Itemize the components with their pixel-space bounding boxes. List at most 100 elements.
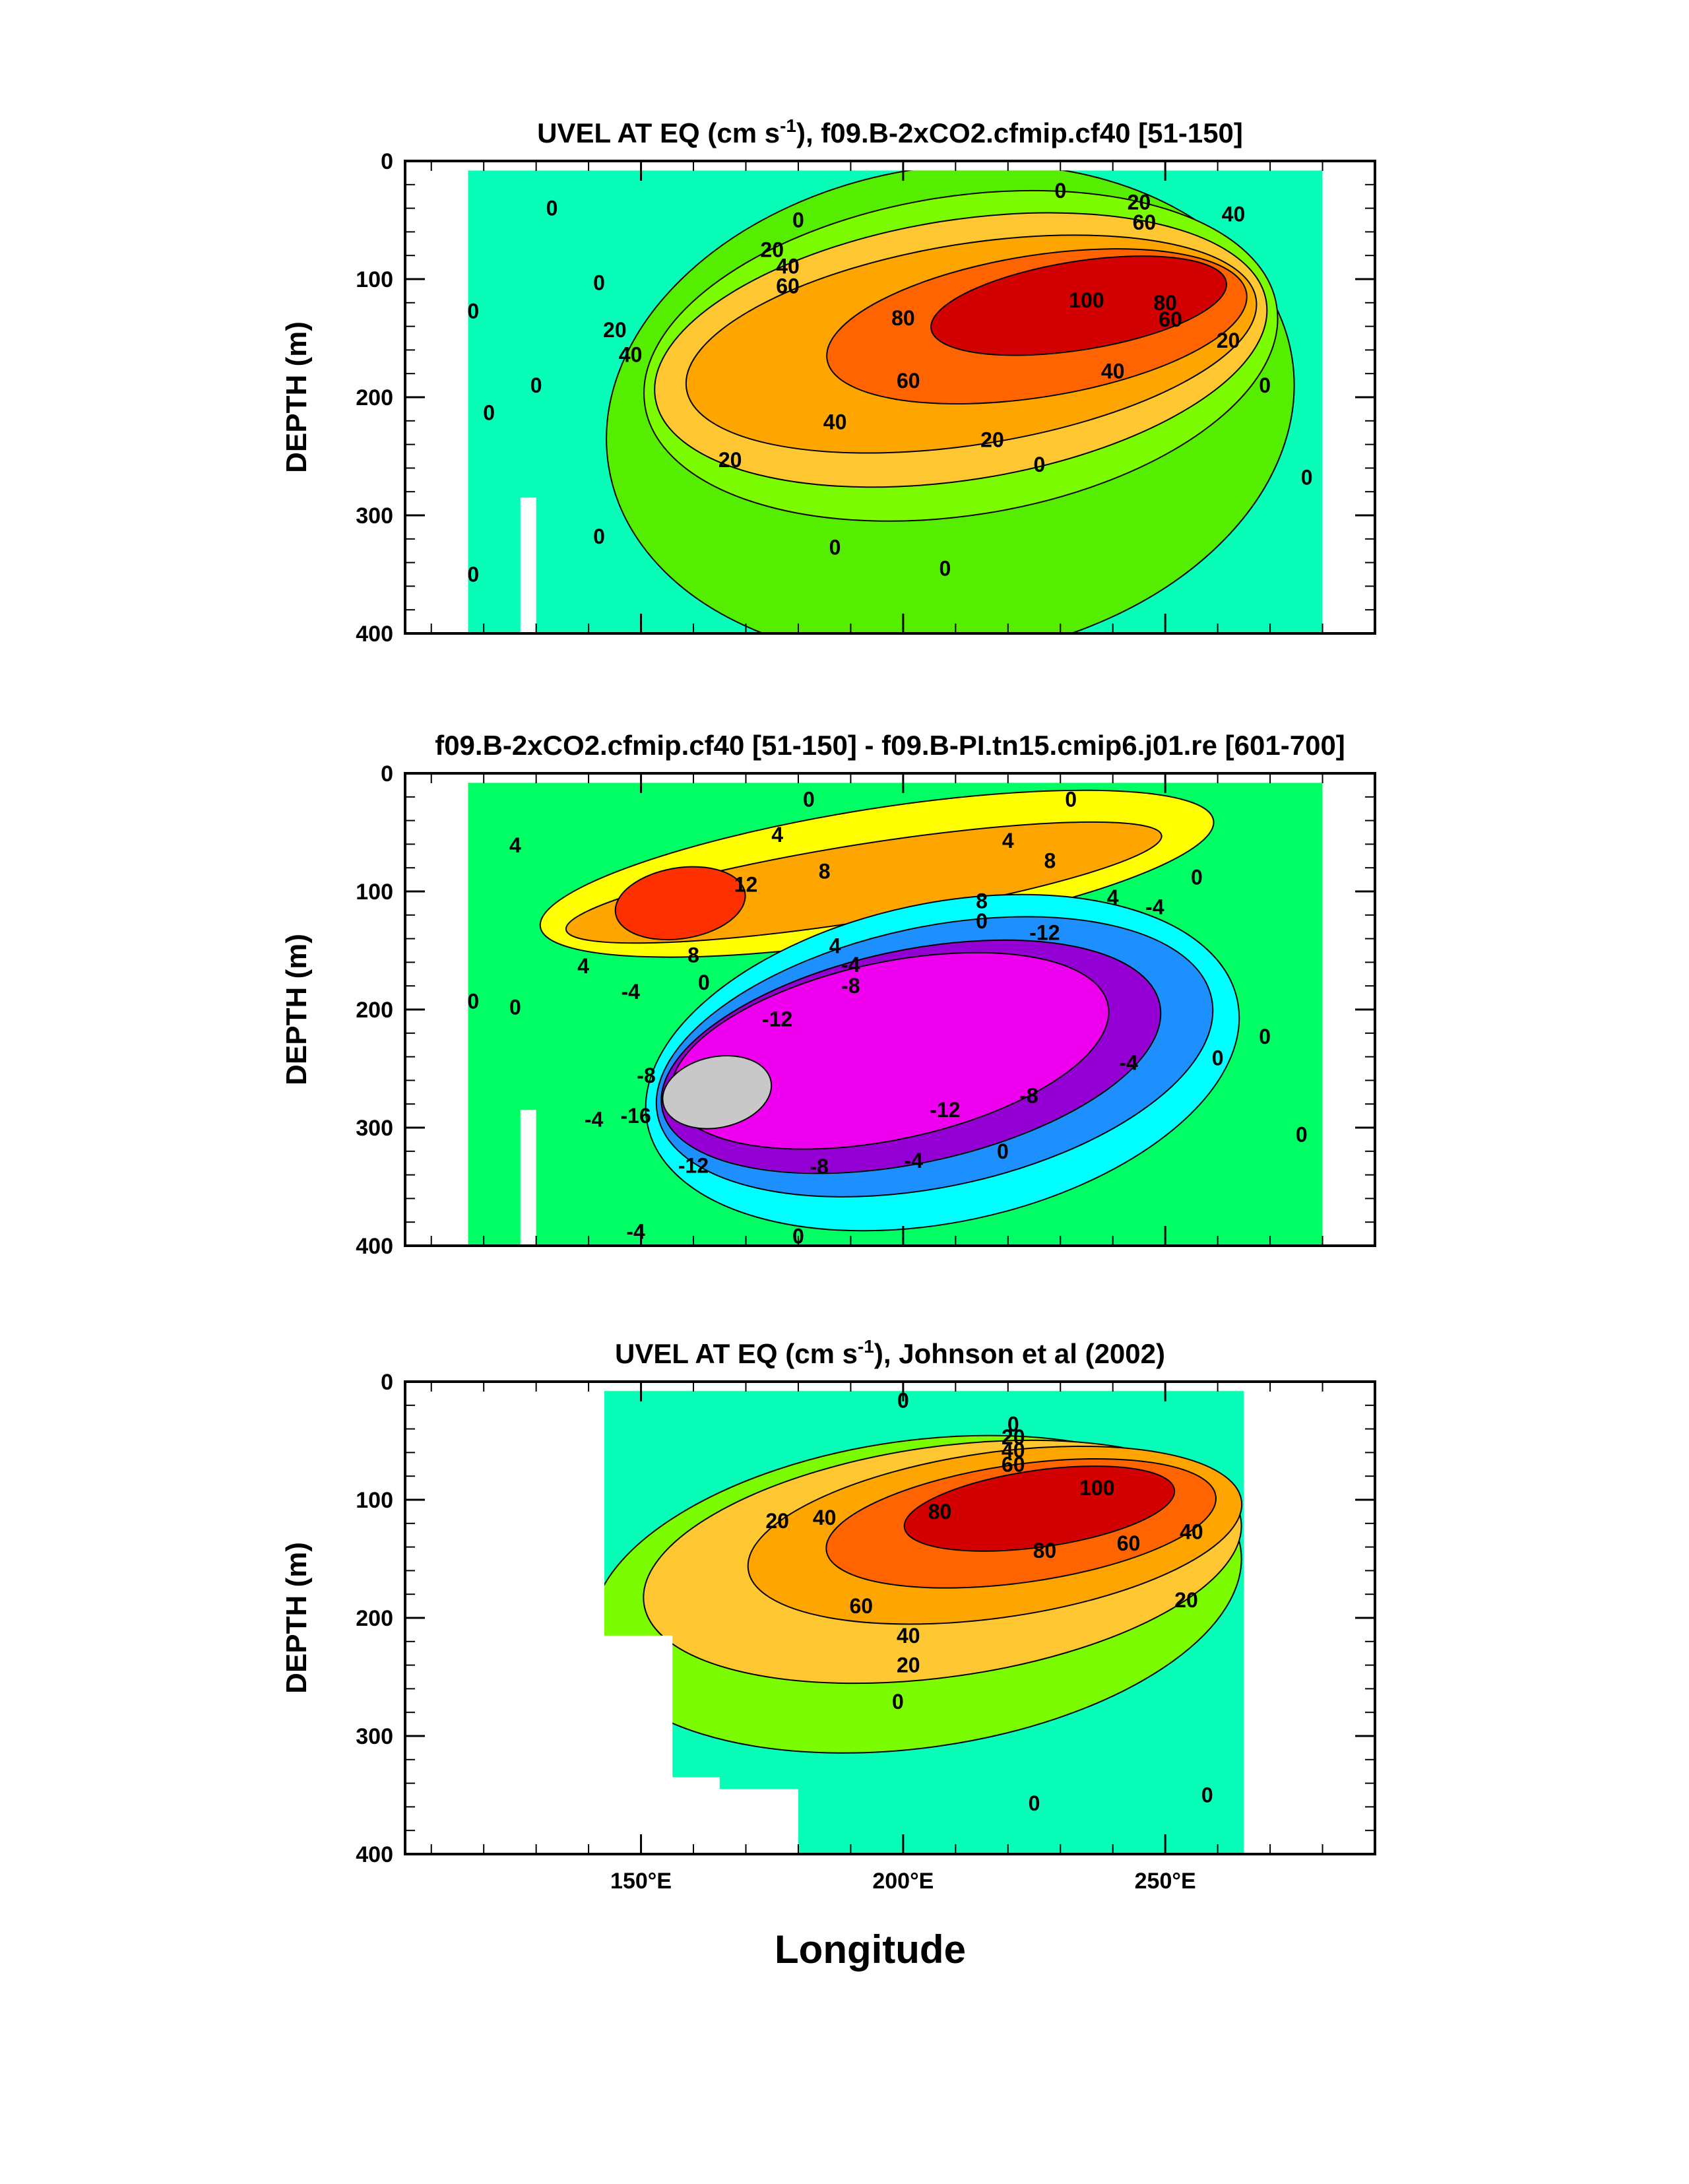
land-mask-island bbox=[520, 498, 536, 633]
contour-label: 100 bbox=[1079, 1476, 1114, 1500]
contour-label: 20 bbox=[765, 1509, 789, 1533]
contour-label: 4 bbox=[1107, 885, 1119, 909]
contour-label: 4 bbox=[577, 954, 589, 978]
y-tick-label: 300 bbox=[356, 1724, 393, 1749]
contour-label: 40 bbox=[1222, 203, 1246, 226]
contour-label: 20 bbox=[718, 448, 742, 472]
contour-label: 0 bbox=[1259, 373, 1271, 397]
y-tick-label: 100 bbox=[356, 267, 393, 292]
contour-label: 20 bbox=[603, 318, 627, 342]
contour-label: 8 bbox=[976, 889, 988, 913]
contour-label: 0 bbox=[892, 1690, 904, 1714]
contour-band-100 bbox=[930, 255, 1227, 356]
contour-label: 0 bbox=[1191, 866, 1203, 889]
contour-label: 0 bbox=[546, 197, 558, 220]
contour-label: 40 bbox=[776, 254, 800, 278]
contour-label: 0 bbox=[1065, 787, 1077, 811]
contour-label: 0 bbox=[1301, 466, 1313, 490]
panel-title: UVEL AT EQ (cm s-1), Johnson et al (2002… bbox=[615, 1336, 1165, 1369]
panel-title: UVEL AT EQ (cm s-1), f09.B-2xCO2.cfmip.c… bbox=[537, 115, 1243, 148]
contour-label: 20 bbox=[980, 428, 1004, 451]
contour-label: 0 bbox=[467, 989, 479, 1013]
contour-label: -8 bbox=[637, 1064, 655, 1087]
y-tick-label: 300 bbox=[356, 1116, 393, 1141]
x-axis-label: Longitude bbox=[775, 1927, 966, 1972]
contour-label: -8 bbox=[1019, 1084, 1038, 1108]
contour-label: 40 bbox=[1101, 360, 1125, 383]
y-axis-label: DEPTH (m) bbox=[280, 321, 313, 473]
contour-label: 0 bbox=[792, 209, 804, 232]
contour-label: 0 bbox=[467, 299, 479, 323]
x-tick-label: 150°E bbox=[610, 1869, 672, 1894]
contour-band-12 bbox=[614, 866, 746, 941]
contour-label: 20 bbox=[897, 1654, 920, 1677]
contour-label: 60 bbox=[1117, 1531, 1141, 1555]
contour-label: -4 bbox=[621, 980, 640, 1004]
contour-label: 12 bbox=[734, 872, 758, 896]
contour-label: 80 bbox=[1153, 291, 1177, 315]
contour-label: -8 bbox=[810, 1155, 829, 1178]
contour-label: 0 bbox=[829, 535, 841, 559]
contour-label: 8 bbox=[819, 860, 831, 883]
contour-label: 0 bbox=[509, 995, 521, 1019]
surface-gap bbox=[405, 773, 1375, 783]
contour-label: 0 bbox=[1007, 1412, 1019, 1436]
contour-label: 60 bbox=[897, 369, 920, 393]
contour-label: -4 bbox=[1145, 895, 1164, 918]
y-tick-label: 100 bbox=[356, 880, 393, 905]
contour-label: 60 bbox=[850, 1594, 874, 1618]
y-tick-label: 0 bbox=[381, 761, 393, 787]
contour-label: 60 bbox=[1002, 1452, 1025, 1476]
y-tick-label: 200 bbox=[356, 1606, 393, 1631]
contour-label: 0 bbox=[1054, 179, 1066, 203]
x-tick-label: 200°E bbox=[872, 1869, 934, 1894]
contour-label: 0 bbox=[1029, 1791, 1040, 1815]
contour-band-100 bbox=[903, 1465, 1176, 1552]
no-data-mask bbox=[405, 1382, 798, 1854]
y-tick-label: 0 bbox=[381, 149, 393, 174]
contour-label: 0 bbox=[1212, 1046, 1224, 1070]
contour-label: 8 bbox=[687, 944, 699, 967]
contour-label: -8 bbox=[841, 974, 860, 998]
x-tick-label: 250°E bbox=[1135, 1869, 1196, 1894]
contour-label: 4 bbox=[509, 833, 521, 857]
contour-label: 0 bbox=[530, 373, 542, 397]
contour-label: 0 bbox=[940, 557, 951, 581]
contour-label: 60 bbox=[776, 274, 800, 298]
y-tick-label: 400 bbox=[356, 1842, 393, 1867]
contour-label: 40 bbox=[1180, 1520, 1203, 1543]
contour-label: 0 bbox=[483, 401, 495, 424]
y-tick-label: 100 bbox=[356, 1488, 393, 1513]
contour-label: 40 bbox=[823, 410, 847, 434]
contour-label: 0 bbox=[803, 787, 815, 811]
contour-label: -12 bbox=[678, 1153, 709, 1177]
contour-label: 0 bbox=[976, 909, 988, 933]
contour-label: 4 bbox=[1002, 829, 1014, 852]
contour-field: 0020406020408010080604020604020000 bbox=[405, 1382, 1375, 1854]
contour-label: 4 bbox=[829, 934, 841, 957]
y-tick-label: 200 bbox=[356, 998, 393, 1023]
y-tick-label: 300 bbox=[356, 503, 393, 529]
contour-label: 20 bbox=[760, 238, 784, 261]
contour-label: -4 bbox=[905, 1149, 924, 1172]
contour-label: 100 bbox=[1069, 288, 1104, 312]
contour-label: 40 bbox=[897, 1624, 920, 1648]
contour-label: 0 bbox=[593, 525, 605, 548]
contour-label: -4 bbox=[841, 953, 860, 977]
panel-3: 0020406020408010080604020604020000010020… bbox=[280, 1336, 1376, 1972]
contour-label: -4 bbox=[626, 1220, 645, 1244]
contour-label: 20 bbox=[1128, 191, 1151, 214]
contour-label: 0 bbox=[997, 1140, 1009, 1163]
contour-label: 20 bbox=[1174, 1588, 1198, 1612]
contour-label: -12 bbox=[762, 1007, 792, 1031]
contour-label: 60 bbox=[1159, 307, 1182, 331]
y-axis-label: DEPTH (m) bbox=[280, 934, 313, 1085]
y-tick-label: 0 bbox=[381, 1370, 393, 1395]
contour-label: 40 bbox=[1002, 1438, 1025, 1462]
y-tick-label: 200 bbox=[356, 385, 393, 410]
